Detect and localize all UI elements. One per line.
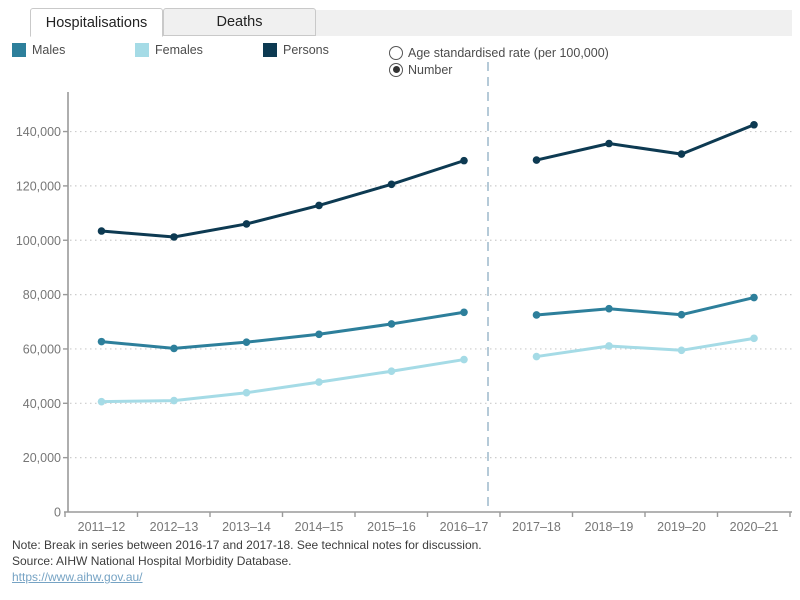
legend-item-males[interactable]: Males [12,43,65,57]
svg-text:2018–19: 2018–19 [585,520,634,534]
tab-deaths[interactable]: Deaths [163,8,316,36]
note-source: Source: AIHW National Hospital Morbidity… [12,554,292,568]
svg-text:2020–21: 2020–21 [730,520,779,534]
tab-hospitalisations[interactable]: Hospitalisations [30,8,163,37]
svg-text:120,000: 120,000 [16,179,61,193]
legend-label: Males [32,43,66,57]
svg-text:2013–14: 2013–14 [222,520,271,534]
svg-text:140,000: 140,000 [16,125,61,139]
radio-circle-icon [389,62,403,77]
legend-item-persons[interactable]: Persons [263,43,329,57]
svg-text:60,000: 60,000 [23,342,61,356]
svg-text:0: 0 [54,506,61,520]
radio-number[interactable]: Number [389,61,452,78]
svg-text:100,000: 100,000 [16,234,61,248]
svg-text:2011–12: 2011–12 [78,520,126,534]
females-swatch [135,43,149,57]
svg-text:2012–13: 2012–13 [150,520,199,534]
radio-label: Age standardised rate (per 100,000) [408,45,609,60]
legend-label: Persons [283,43,329,57]
svg-text:2019–20: 2019–20 [657,520,706,534]
radio-circle-icon [389,45,403,60]
males-swatch [12,43,26,57]
source-link[interactable]: https://www.aihw.gov.au/ [12,570,143,584]
svg-text:2014–15: 2014–15 [295,520,344,534]
legend-item-females[interactable]: Females [135,43,203,57]
svg-text:2016–17: 2016–17 [440,520,489,534]
svg-text:20,000: 20,000 [23,451,61,465]
radio-label: Number [408,62,453,77]
note-break-in-series: Note: Break in series between 2016-17 an… [12,538,482,552]
radio-age-standardised-rate[interactable]: Age standardised rate (per 100,000) [389,44,609,61]
svg-text:80,000: 80,000 [23,288,61,302]
footnotes: Note: Break in series between 2016-17 an… [12,537,482,585]
svg-text:2017–18: 2017–18 [512,520,561,534]
svg-text:40,000: 40,000 [23,397,61,411]
svg-text:2015–16: 2015–16 [367,520,416,534]
legend-label: Females [155,43,203,57]
persons-swatch [263,43,277,57]
